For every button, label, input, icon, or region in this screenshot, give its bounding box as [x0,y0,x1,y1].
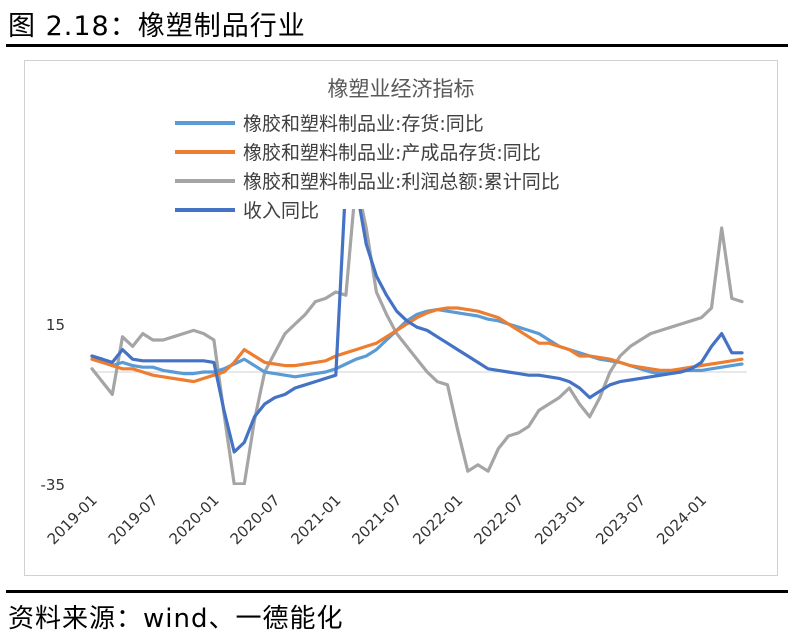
legend-label: 橡胶和塑料制品业:存货:同比 [243,113,484,135]
x-tick-label: 2024-01 [653,491,710,548]
x-tick-label: 2023-07 [592,491,649,548]
source-note: 资料来源：wind、一德能化 [8,604,344,634]
chart-legend: 橡胶和塑料制品业:存货:同比橡胶和塑料制品业:产成品存货:同比橡胶和塑料制品业:… [175,113,560,222]
legend-item-3: 橡胶和塑料制品业:利润总额:累计同比 [175,171,560,193]
x-axis: 2019-01 2019-07 2020-01 2020-07 2021-01 2021-… [44,491,710,548]
y-tick-label: -35 [41,476,66,494]
line-chart: 橡塑业经济指标 橡胶和塑料制品业:存货:同比橡胶和塑料制品业:产成品存货:同比橡… [41,77,747,548]
x-tick-label: 2022-01 [409,491,466,548]
figure-title: 图 2.18：橡塑制品行业 [8,11,306,42]
series-group [90,209,744,485]
y-tick-label: 15 [46,316,65,334]
x-tick-label: 2020-01 [166,491,223,548]
chart-frame: 橡塑业经济指标 橡胶和塑料制品业:存货:同比橡胶和塑料制品业:产成品存货:同比橡… [24,60,778,576]
chart-title: 橡塑业经济指标 [328,77,475,101]
x-tick-label: 2020-07 [227,491,284,548]
x-tick-label: 2021-01 [288,491,345,548]
legend-item-2: 橡胶和塑料制品业:产成品存货:同比 [175,142,541,164]
legend-label: 收入同比 [243,200,319,222]
series-line-3 [90,209,744,485]
y-axis: 15 -35 [41,316,66,494]
x-tick-label: 2023-01 [531,491,588,548]
legend-label: 橡胶和塑料制品业:产成品存货:同比 [243,142,541,164]
series-line-4 [90,209,744,454]
x-tick-label: 2021-07 [348,491,405,548]
top-rule [6,44,788,47]
legend-item-1: 橡胶和塑料制品业:存货:同比 [175,113,484,135]
x-tick-label: 2019-01 [44,491,101,548]
x-tick-label: 2019-07 [105,491,162,548]
series-line-2 [90,306,744,384]
x-tick-label: 2022-07 [470,491,527,548]
legend-label: 橡胶和塑料制品业:利润总额:累计同比 [243,171,560,193]
bottom-rule [6,590,788,593]
legend-item-4: 收入同比 [175,200,319,222]
